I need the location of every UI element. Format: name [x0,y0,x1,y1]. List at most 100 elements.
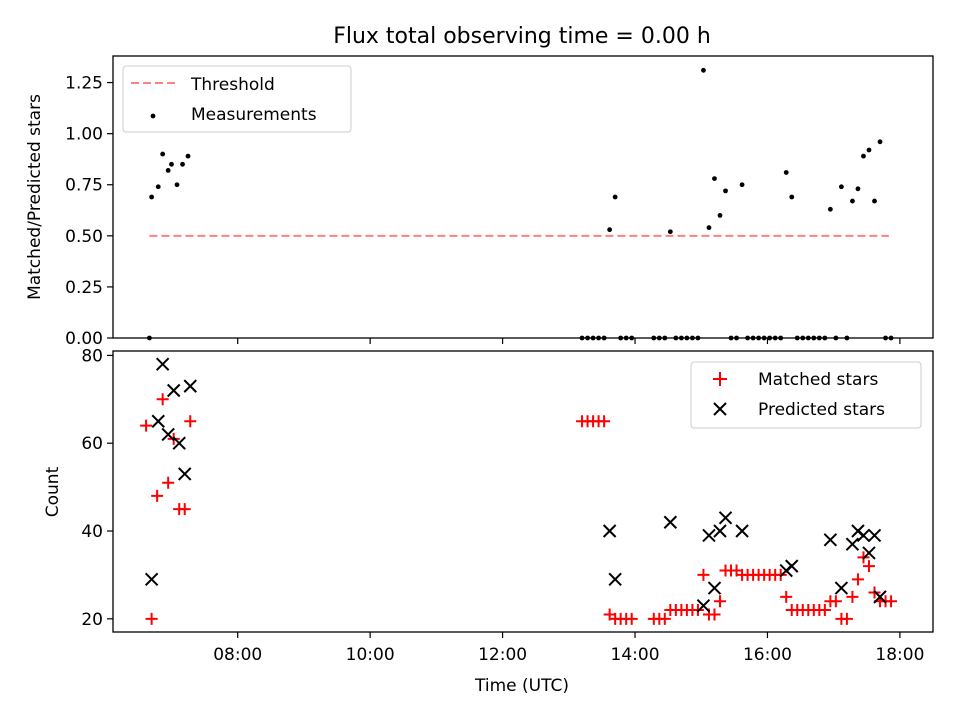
measurement-point [739,182,745,188]
measurement-point [701,67,706,73]
measurement-point [850,198,855,204]
matched-star-point [140,419,153,432]
predicted-star-point [144,572,159,587]
predicted-star-point [151,414,165,428]
predicted-star-point [702,528,716,543]
top-y-tick-label: 0.50 [65,227,103,247]
legend-measurements-label: Measurements [191,105,317,125]
predicted-star-point [155,357,170,371]
predicted-star-point [608,572,622,587]
x-tick-label: 14:00 [611,645,660,665]
legend-predicted-label: Predicted stars [758,400,885,420]
matched-star-point [156,393,169,406]
matched-star-point [885,595,898,608]
predicted-star-point [707,581,722,595]
bottom-y-tick-label: 60 [81,434,103,454]
predicted-star-point [862,546,876,560]
top-y-axis-ticks: 0.00 0.25 0.50 0.75 1.00 1.25 [65,74,113,349]
measurement-point [180,161,185,167]
bottom-axes-frame [112,350,934,633]
x-tick-label: 16:00 [743,645,792,665]
measurement-point [149,194,155,200]
measurement-point [872,198,877,204]
predicted-star-point [178,467,192,481]
measurement-point [866,147,872,153]
measurement-point [855,186,861,192]
predicted-star-point [735,524,749,538]
matched-star-point [151,489,164,502]
matched-star-point [658,612,671,625]
predicted-star-point [166,383,181,398]
bottom-y-axis-label: Count [43,466,63,517]
top-y-tick-label: 0.25 [65,278,103,298]
measurement-point [827,206,833,212]
measurement-point [174,182,180,188]
predicted-star-point [663,515,678,529]
bottom-y-tick-label: 80 [81,346,103,366]
measurement-point [185,153,191,159]
matched-star-point [862,560,875,573]
matched-star-point [708,608,721,621]
matched-star-point [162,476,175,489]
matched-star-point [178,503,191,516]
matched-star-point [625,612,638,625]
predicted-star-point [183,379,197,393]
measurement-point [838,184,844,190]
legend-measurements-marker [150,113,156,119]
bottom-x-axis-ticks: 08:00 10:00 12:00 14:00 16:00 18:00 [213,632,924,665]
matched-star-point [697,568,710,581]
matched-star-point [818,604,831,617]
matched-star-point [840,612,853,625]
measurement-point [155,184,161,190]
matched-star-point [846,590,859,603]
top-legend: Threshold Measurements [122,65,352,133]
top-y-tick-label: 1.00 [65,125,103,145]
predicted-star-point [161,427,175,442]
top-y-tick-label: 1.25 [65,74,103,94]
measurement-point [612,194,618,200]
top-y-tick-label: 0.75 [65,176,103,196]
measurement-point [667,229,673,235]
legend-matched-label: Matched stars [758,370,878,390]
bottom-legend: Matched stars Predicted stars [690,361,922,429]
legend-matched-marker [713,372,727,386]
matched-star-point [780,590,793,603]
measurement-point [877,139,883,145]
matched-star-point [713,595,726,608]
predicted-star-point [867,528,882,543]
measurement-point [160,151,166,157]
top-legend-box [122,65,352,133]
matched-star-point [851,573,864,586]
matched-star-point [829,595,842,608]
predicted-star-point [856,528,871,543]
measurement-point [165,168,171,173]
bottom-y-tick-label: 40 [81,522,103,542]
measurement-point [717,212,723,218]
x-tick-label: 12:00 [478,645,527,665]
bottom-y-tick-label: 20 [81,610,103,630]
predicted-star-point [172,436,186,450]
predicted-star-point [823,533,838,547]
top-y-tick-label: 0.00 [65,329,103,349]
bottom-y-axis-ticks: 20 40 60 80 [81,346,113,630]
top-x-axis-ticks [237,338,901,344]
predicted-star-point [873,590,887,604]
x-axis-label: Time (UTC) [474,676,569,696]
predicted-star-point [718,511,733,525]
predicted-star-point [602,524,617,538]
top-axes-frame [112,55,934,339]
measurement-point [789,194,795,200]
predicted-star-point [713,524,727,538]
x-tick-label: 18:00 [875,645,924,665]
x-tick-label: 08:00 [213,645,262,665]
predicted-star-point [696,598,711,613]
measurement-point [712,176,717,182]
measurement-point [706,225,712,231]
predicted-star-point [785,559,799,573]
measurement-point [723,188,728,194]
predicted-star-point [834,581,849,595]
top-panel: 0.00 0.25 0.50 0.75 1.00 1.25 Matched/Predict… [25,55,934,349]
legend-threshold-label: Threshold [190,75,275,95]
